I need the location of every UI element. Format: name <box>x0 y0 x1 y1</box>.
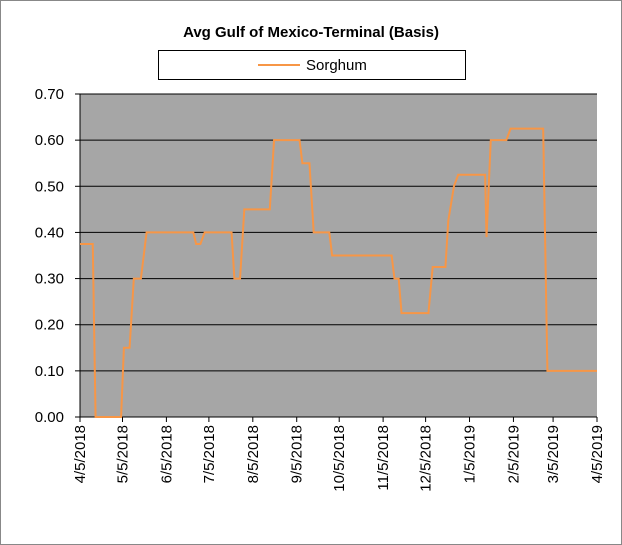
y-tick-label: 0.20 <box>35 317 64 334</box>
y-tick-label: 0.70 <box>35 86 64 103</box>
x-tick-label: 8/5/2018 <box>245 425 262 483</box>
x-tick-label: 12/5/2018 <box>418 425 435 492</box>
y-tick-label: 0.50 <box>35 178 64 195</box>
y-tick-label: 0.40 <box>35 224 64 241</box>
chart-title: Avg Gulf of Mexico-Terminal (Basis) <box>183 24 439 41</box>
legend-label: Sorghum <box>306 57 367 74</box>
x-tick-label: 9/5/2018 <box>289 425 306 483</box>
y-tick-label: 0.00 <box>35 409 64 426</box>
x-tick-label: 1/5/2019 <box>462 425 479 483</box>
x-tick-label: 4/5/2019 <box>589 425 606 483</box>
x-tick-label: 3/5/2019 <box>545 425 562 483</box>
x-tick-label: 4/5/2018 <box>72 425 89 483</box>
x-tick-label: 5/5/2018 <box>114 425 131 483</box>
x-tick-label: 6/5/2018 <box>158 425 175 483</box>
y-tick-label: 0.10 <box>35 363 64 380</box>
y-tick-label: 0.60 <box>35 132 64 149</box>
legend <box>158 50 466 80</box>
y-tick-label: 0.30 <box>35 271 64 288</box>
x-tick-label: 10/5/2018 <box>331 425 348 492</box>
x-tick-label: 2/5/2019 <box>505 425 522 483</box>
x-tick-label: 7/5/2018 <box>201 425 218 483</box>
data-line <box>80 127 597 418</box>
x-tick-label: 11/5/2018 <box>375 425 392 491</box>
